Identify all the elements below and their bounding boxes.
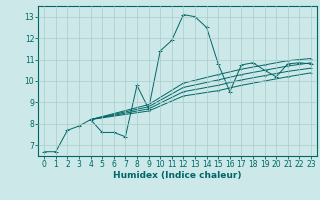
X-axis label: Humidex (Indice chaleur): Humidex (Indice chaleur) [113,171,242,180]
